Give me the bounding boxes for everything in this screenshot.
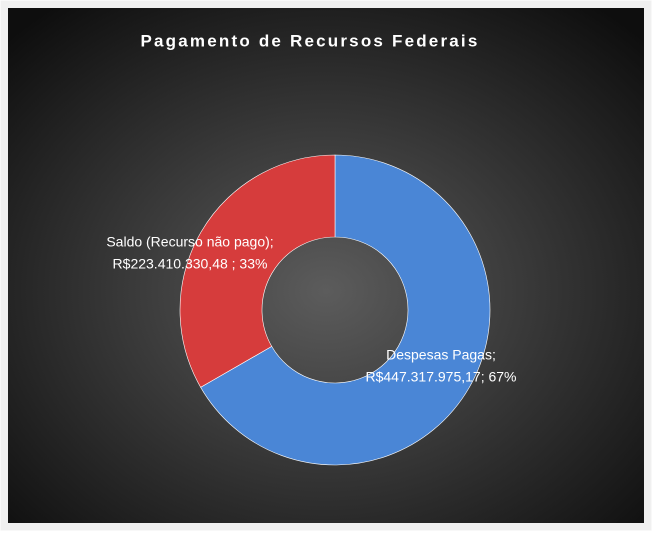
chart-title: Pagamento de Recursos Federais (140, 31, 479, 50)
slice (179, 154, 336, 388)
slice (200, 154, 491, 466)
slice-value-label: R$447.317.975,17; 67% (365, 369, 516, 385)
slice-category-label: Saldo (Recurso não pago); (106, 234, 273, 250)
slice-value-label: R$223.410.330,48 ; 33% (113, 256, 268, 272)
slice-category-label: Despesas Pagas; (386, 347, 496, 363)
